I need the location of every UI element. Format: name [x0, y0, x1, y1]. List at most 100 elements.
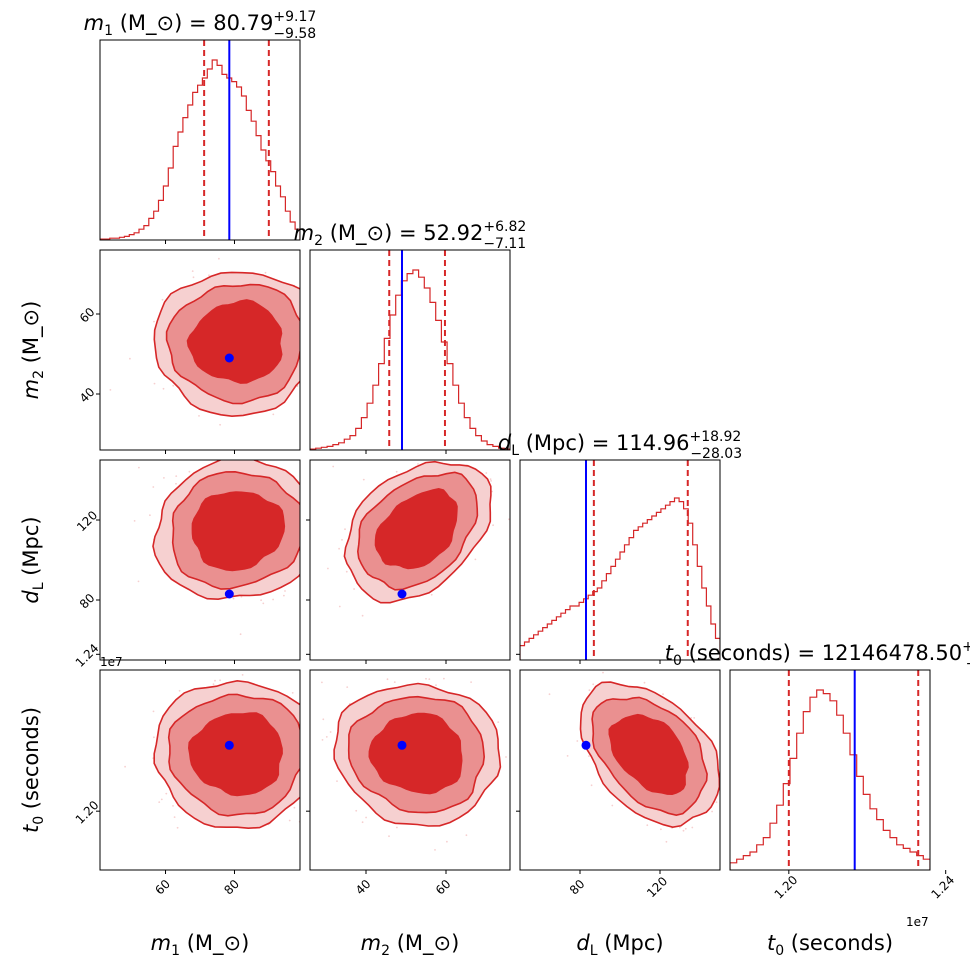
panel-frame — [309, 459, 511, 661]
truth-point — [224, 353, 234, 363]
scatter-point — [691, 826, 694, 829]
scatter-point — [172, 805, 174, 807]
scatter-point — [455, 438, 457, 440]
scatter-point — [175, 482, 177, 485]
scatter-point — [288, 819, 291, 822]
histogram-m2 — [310, 269, 510, 450]
truth-point — [581, 740, 591, 750]
title-err-minus: −28.03 — [690, 446, 742, 462]
scatter-point — [336, 780, 338, 782]
label-unit: (Mpc) — [598, 931, 664, 955]
scatter-point — [344, 528, 346, 531]
contour-inner — [191, 491, 286, 572]
x-tick-label: 80 — [567, 877, 588, 898]
scatter-point — [505, 756, 507, 758]
contour-inner — [374, 487, 458, 570]
scatter-point — [643, 681, 646, 684]
scatter-point — [489, 478, 492, 481]
scatter-point — [138, 466, 140, 469]
marginal-panel-m1 — [99, 39, 301, 244]
panel-title-dL: dL (Mpc) = 114.96+18.92 −28.03 — [498, 429, 742, 462]
scatter-point — [380, 657, 382, 659]
scatter-point — [214, 679, 216, 682]
scatter-point — [153, 320, 155, 323]
contour-inner — [187, 712, 283, 797]
scatter-point — [446, 840, 448, 843]
scatter-point — [385, 654, 387, 656]
scatter-point — [548, 693, 551, 696]
panel-frame — [99, 39, 301, 241]
panel-title-t0: t0 (seconds) = 12146478.50+16−15 — [665, 639, 970, 672]
truth-point — [397, 589, 407, 599]
scatter-point — [333, 269, 335, 271]
scatter-point — [109, 389, 112, 391]
scatter-point — [219, 649, 221, 651]
scatter-point — [133, 520, 136, 522]
scatter-point — [365, 816, 367, 819]
truth-point — [397, 740, 407, 750]
scatter-point — [219, 423, 222, 426]
scatter-point — [682, 829, 685, 832]
y-axis-label-m2: m2 (M_⊙) — [19, 301, 47, 400]
label-subscript: 2 — [381, 943, 390, 959]
truth-point — [224, 740, 234, 750]
y-tick-label: 120 — [74, 508, 100, 534]
label-subscript: L — [31, 582, 47, 590]
x-tick-label: 60 — [433, 877, 454, 898]
scatter-point — [161, 298, 164, 301]
x-tick-label: 40 — [353, 877, 374, 898]
scatter-point — [162, 387, 165, 390]
joint-panel-dL-m2 — [306, 438, 511, 664]
scatter-point — [490, 480, 492, 482]
scatter-point — [264, 271, 267, 274]
scatter-point — [361, 821, 364, 824]
scatter-point — [241, 674, 244, 676]
panel-frame — [519, 459, 721, 661]
scatter-point — [611, 804, 614, 807]
panel-frame — [729, 669, 931, 871]
scatter-point — [137, 580, 140, 583]
scatter-point — [388, 835, 390, 838]
scatter-point — [272, 413, 275, 416]
label-unit: (M_⊙) — [19, 301, 44, 370]
scatter-point — [425, 677, 427, 680]
y-axis-label-t0: t0 (seconds) — [19, 707, 47, 833]
scatter-point — [434, 849, 436, 851]
label-symbol: t — [19, 824, 43, 833]
scatter-point — [521, 746, 523, 748]
scatter-point — [341, 539, 343, 541]
scatter-point — [158, 801, 161, 803]
label-subscript: 2 — [31, 370, 47, 379]
joint-panel-t0-dL: 80 120 — [516, 653, 721, 900]
label-unit: (seconds) — [784, 931, 893, 955]
label-unit: (seconds) — [19, 707, 43, 816]
panel-content — [548, 671, 720, 843]
scatter-point — [684, 827, 687, 830]
label-subscript: 1 — [171, 943, 180, 959]
marginal-panel-dL — [519, 459, 721, 664]
scatter-point — [711, 810, 713, 813]
label-symbol: m — [151, 931, 171, 955]
scatter-point — [153, 736, 155, 739]
scatter-point — [660, 828, 662, 831]
title-symbol: m — [84, 11, 104, 35]
y-tick-label: 80 — [77, 591, 98, 612]
scatter-point — [508, 518, 510, 521]
panel-frame — [99, 249, 301, 451]
title-unit: (seconds) = 12146478.50 — [682, 641, 962, 665]
x-tick-label: 1.20 — [772, 873, 801, 902]
label-symbol: m — [19, 379, 43, 399]
scatter-point — [262, 602, 265, 605]
x-tick-label: 120 — [644, 874, 670, 900]
scatter-point — [474, 558, 477, 561]
label-unit: (M_⊙) — [180, 931, 249, 956]
panel-content — [310, 250, 510, 450]
scatter-point — [592, 683, 595, 686]
scatter-point — [302, 323, 304, 325]
scatter-point — [239, 633, 242, 636]
y-tick-label: 1.20 — [73, 798, 102, 827]
panel-content — [327, 438, 510, 617]
scatter-point — [393, 681, 396, 683]
scatter-point — [396, 826, 398, 829]
title-err-plus: +18.92 — [690, 429, 742, 445]
